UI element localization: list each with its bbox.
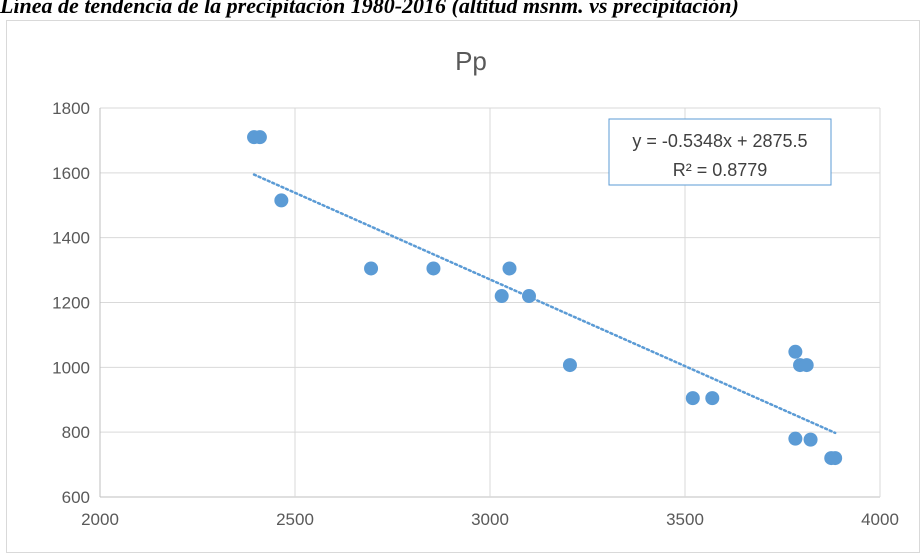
data-point xyxy=(426,261,441,276)
x-tick-label: 2000 xyxy=(81,510,119,529)
data-point xyxy=(364,261,379,276)
trendline-layer xyxy=(252,173,837,435)
gridlines xyxy=(99,107,881,498)
data-point xyxy=(788,431,803,446)
y-tick-label: 600 xyxy=(62,488,90,507)
data-point xyxy=(705,391,720,406)
x-tick-label: 3000 xyxy=(471,510,509,529)
data-point xyxy=(562,358,577,373)
y-tick-label: 1800 xyxy=(52,99,90,118)
trendline-label: y = -0.5348x + 2875.5 R² = 0.8779 xyxy=(608,118,832,186)
data-point xyxy=(502,261,517,276)
trendline-equation: y = -0.5348x + 2875.5 xyxy=(632,131,807,151)
y-tick-label: 1600 xyxy=(52,164,90,183)
trendline xyxy=(252,173,837,435)
x-tick-label: 4000 xyxy=(861,510,899,529)
y-tick-label: 1400 xyxy=(52,229,90,248)
trendline-r-squared: R² = 0.8779 xyxy=(673,160,768,180)
data-point xyxy=(494,289,509,304)
data-point xyxy=(803,432,818,447)
chart-frame xyxy=(6,20,920,553)
chart-title: Pp xyxy=(455,46,487,76)
data-point xyxy=(828,451,843,466)
figure-caption: Línea de tendencia de la precipitación 1… xyxy=(0,0,739,18)
data-point xyxy=(252,130,267,145)
data-point xyxy=(685,391,700,406)
trendline-label-box xyxy=(608,118,832,186)
data-points xyxy=(247,130,843,466)
data-point xyxy=(522,289,536,304)
y-tick-label: 1000 xyxy=(52,358,90,377)
data-point xyxy=(799,358,814,373)
data-point xyxy=(788,344,803,359)
x-tick-label: 2500 xyxy=(276,510,314,529)
y-tick-label: 800 xyxy=(62,423,90,442)
x-tick-label: 3500 xyxy=(666,510,704,529)
data-point xyxy=(274,193,289,208)
axis-tick-labels: 600 800 1000 1200 1400 1600 1800 2000 2500 3000 35… xyxy=(52,99,899,529)
y-tick-label: 1200 xyxy=(52,294,90,313)
